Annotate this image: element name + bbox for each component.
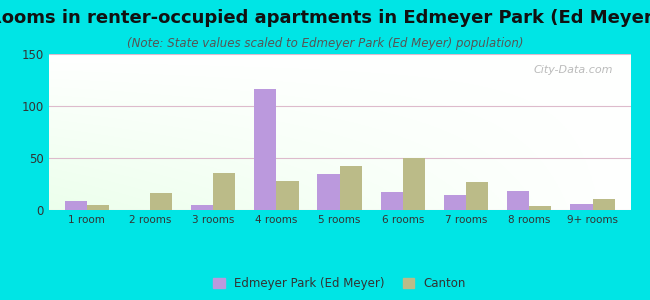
Bar (213, 172, 235, 210)
Text: (Note: State values scaled to Edmeyer Park (Ed Meyer) population): (Note: State values scaled to Edmeyer Pa… (127, 38, 523, 50)
Bar (507, 191, 529, 210)
Bar (403, 158, 425, 210)
Legend: Edmeyer Park (Ed Meyer), Canton: Edmeyer Park (Ed Meyer), Canton (209, 272, 471, 295)
Bar (444, 195, 466, 210)
Bar (466, 182, 488, 210)
Bar (339, 166, 362, 210)
Text: Rooms in renter-occupied apartments in Edmeyer Park (Ed Meyer): Rooms in renter-occupied apartments in E… (0, 9, 650, 27)
Bar (150, 194, 172, 210)
Text: City-Data.com: City-Data.com (534, 65, 613, 75)
Bar (191, 205, 213, 210)
Bar (381, 192, 403, 210)
Bar (276, 181, 298, 210)
Bar (571, 204, 593, 210)
Bar (593, 199, 615, 210)
Bar (529, 206, 551, 210)
Bar (317, 174, 340, 210)
Bar (64, 201, 86, 210)
Bar (86, 205, 109, 210)
Bar (254, 89, 276, 210)
